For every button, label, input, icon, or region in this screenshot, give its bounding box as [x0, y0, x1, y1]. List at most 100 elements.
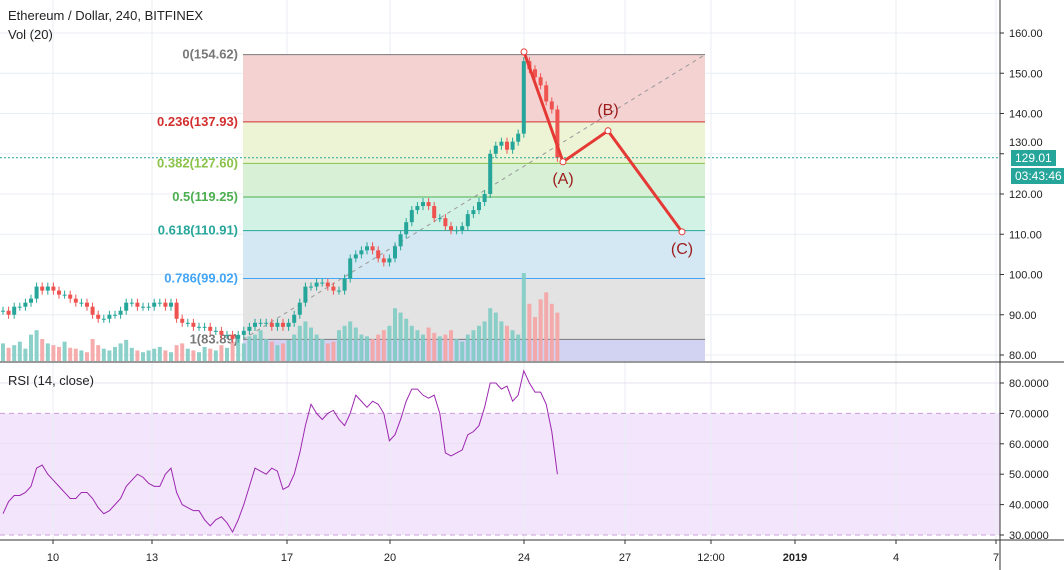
volume-bar	[314, 334, 319, 361]
candle-body	[549, 101, 554, 110]
candle-body	[499, 141, 504, 146]
fib-zone	[243, 54, 705, 122]
candle-body	[90, 306, 95, 315]
volume-bar	[219, 345, 224, 361]
candle-body	[516, 133, 521, 142]
wave-point	[559, 158, 567, 166]
wave-label: (A)	[552, 171, 573, 188]
candle-body	[101, 318, 106, 320]
volume-legend: Vol (20)	[8, 27, 53, 42]
candle-body	[443, 218, 448, 227]
volume-bar	[521, 273, 526, 361]
candle-body	[510, 141, 515, 150]
candle-body	[454, 230, 459, 232]
candle-body	[381, 258, 386, 263]
volume-bar	[180, 343, 185, 361]
volume-bar	[40, 339, 45, 361]
volume-bar	[57, 346, 61, 361]
candle-body	[297, 302, 302, 315]
bar-countdown: 03:43:46	[1011, 168, 1064, 184]
candle-body	[129, 302, 134, 304]
candle-body	[180, 318, 185, 323]
volume-bar	[208, 348, 213, 361]
fib-level-label: 0.382(127.60)	[157, 155, 238, 170]
volume-bar	[404, 318, 409, 361]
candle-body	[157, 302, 162, 304]
price-tick-label: 120.00	[1009, 189, 1043, 201]
volume-bar	[230, 341, 235, 361]
candle-body	[493, 145, 498, 154]
candle-body	[146, 306, 151, 308]
volume-bar	[443, 334, 448, 361]
candle-body	[40, 286, 45, 291]
candle-body	[409, 210, 414, 223]
volume-bar	[297, 325, 302, 361]
volume-bar	[437, 336, 442, 361]
candle-body	[68, 294, 73, 299]
volume-bar	[365, 336, 369, 361]
candle-body	[107, 314, 112, 319]
volume-bar	[12, 345, 17, 361]
candle-body	[393, 246, 397, 259]
volume-bar	[113, 346, 117, 361]
candle-body	[421, 202, 425, 207]
volume-bar	[85, 352, 89, 361]
candle-body	[12, 306, 17, 315]
rsi-tick-label: 70.0000	[1009, 408, 1049, 420]
rsi-legend: RSI (14, close)	[8, 373, 94, 388]
candle-body	[415, 206, 420, 211]
fib-level-label: 0.786(99.02)	[164, 270, 238, 285]
candle-body	[376, 250, 381, 259]
volume-bar	[129, 347, 134, 361]
candle-body	[314, 282, 319, 287]
volume-bar	[409, 325, 414, 361]
rsi-tick-label: 50.0000	[1009, 469, 1049, 481]
candle-body	[337, 290, 341, 292]
volume-bar	[493, 312, 498, 361]
candle-body	[353, 254, 358, 259]
volume-bar	[247, 336, 252, 361]
candle-body	[460, 226, 465, 231]
candle-body	[370, 246, 375, 251]
time-tick-label: 27	[619, 552, 631, 564]
volume-bar	[325, 343, 330, 361]
candle-body	[96, 314, 101, 319]
candle-body	[253, 322, 257, 327]
volume-bar	[359, 334, 364, 361]
rsi-line	[2, 369, 558, 534]
volume-bar	[124, 339, 129, 361]
volume-bar	[62, 341, 67, 361]
candle-body	[29, 298, 33, 303]
volume-bar	[253, 334, 257, 361]
volume-bar	[135, 350, 140, 361]
price-tick-label: 100.00	[1009, 270, 1043, 282]
price-tick-label: 110.00	[1009, 229, 1042, 241]
time-tick-label: 10	[47, 552, 59, 564]
candle-body	[359, 250, 364, 255]
fib-zone	[243, 121, 705, 164]
candle-body	[309, 286, 313, 288]
candle-body	[230, 334, 235, 339]
volume-bar	[488, 308, 493, 361]
candle-body	[185, 322, 190, 324]
wave-label: (C)	[671, 241, 693, 258]
candle-body	[544, 85, 549, 102]
volume-bar	[555, 312, 560, 361]
candle-body	[219, 330, 224, 335]
volume-bar	[169, 352, 173, 361]
candle-body	[57, 290, 61, 295]
candle-body	[202, 326, 207, 328]
volume-bar	[432, 332, 437, 361]
candle-body	[449, 226, 453, 231]
volume-bar	[45, 343, 50, 361]
candle-body	[331, 286, 336, 291]
candle-body	[225, 334, 229, 336]
candle-body	[465, 214, 470, 227]
candle-body	[320, 282, 325, 284]
candle-body	[269, 322, 274, 327]
candle-body	[286, 322, 291, 327]
candle-body	[281, 322, 285, 327]
volume-bar	[236, 339, 241, 361]
volume-bar	[482, 321, 487, 361]
